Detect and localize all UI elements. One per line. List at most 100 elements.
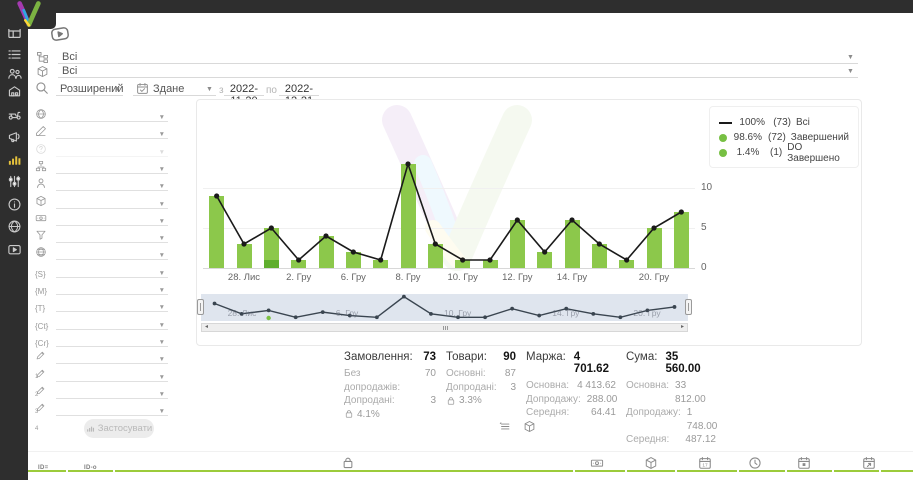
bar-point[interactable] (236, 100, 252, 268)
chevron-down-icon[interactable]: ▼ (158, 356, 165, 364)
chart-plot-area[interactable] (203, 100, 695, 269)
bottom-tool-orders-bag[interactable] (341, 456, 355, 470)
chart-navigator[interactable]: 28. Лис 6. Гру 10. Гру 14. Гру 20. Гру (197, 294, 692, 321)
custom-3-select-underline[interactable] (56, 397, 168, 399)
chevron-down-icon[interactable]: ▼ (158, 390, 165, 398)
bar-point[interactable] (291, 100, 307, 268)
product-select-underline[interactable] (58, 77, 858, 78)
line-point[interactable] (350, 249, 356, 255)
var-s-select-underline[interactable] (56, 276, 168, 278)
line-point[interactable] (596, 241, 602, 247)
chevron-down-icon[interactable]: ▼ (158, 373, 165, 381)
chevron-down-icon[interactable]: ▼ (158, 183, 165, 191)
legend-item[interactable]: 1.4% (1) DO Завершено (719, 142, 849, 164)
scrollbar-grip[interactable] (444, 325, 446, 330)
type-select-underline[interactable] (56, 138, 168, 140)
custom-1-select-underline[interactable] (56, 363, 168, 365)
unknown-select-underline[interactable] (56, 155, 168, 157)
chevron-down-icon[interactable]: ▼ (158, 235, 165, 243)
products-toggle-icon[interactable] (523, 420, 536, 433)
app-logo-icon[interactable] (13, 1, 45, 29)
bar-point[interactable] (564, 100, 580, 268)
navigator-right-handle[interactable] (685, 299, 692, 315)
sidebar-item-customers[interactable] (0, 65, 28, 81)
sidebar-item-video-tutorials[interactable] (0, 241, 28, 257)
bar-point[interactable] (537, 100, 553, 268)
bottom-tool-calendar-export[interactable] (862, 456, 876, 470)
apply-button[interactable]: Застосувати (84, 419, 154, 438)
chevron-down-icon[interactable]: ▼ (158, 408, 165, 416)
bar-point[interactable] (591, 100, 607, 268)
var-m-select-underline[interactable] (56, 294, 168, 295)
chevron-down-icon[interactable]: ▼ (158, 131, 165, 139)
bottom-tool-calendar-day[interactable] (797, 456, 811, 470)
line-point[interactable] (624, 257, 630, 263)
line-point[interactable] (487, 257, 493, 263)
chevron-down-icon[interactable]: ▼ (158, 321, 165, 329)
sidebar-item-store[interactable] (0, 83, 28, 99)
line-point[interactable] (241, 241, 247, 247)
bottom-tool-time[interactable] (748, 456, 762, 470)
product-select-underline[interactable] (56, 207, 168, 209)
chevron-down-icon[interactable]: ▼ (158, 165, 165, 173)
chevron-down-icon[interactable]: ▼ (158, 287, 165, 294)
category-select-underline[interactable] (58, 63, 858, 64)
chevron-down-icon[interactable]: ▼ (847, 54, 854, 61)
chevron-down-icon[interactable]: ▼ (158, 304, 165, 312)
structure-select-underline[interactable] (56, 172, 168, 174)
manager-select-underline[interactable] (56, 190, 168, 192)
var-t-select-underline[interactable] (56, 311, 168, 313)
chart-scrollbar[interactable]: ◂ ▸ (201, 323, 688, 332)
chevron-down-icon[interactable]: ▼ (158, 338, 165, 346)
line-point[interactable] (651, 225, 657, 231)
custom-4-select-underline[interactable] (56, 415, 168, 417)
line-point[interactable] (323, 233, 329, 239)
orders-list-toggle-icon[interactable] (498, 420, 511, 433)
bar-point[interactable] (509, 100, 525, 268)
sidebar-item-info[interactable] (0, 196, 28, 212)
bar-point[interactable] (400, 100, 416, 268)
bar-point[interactable] (646, 100, 662, 268)
line-point[interactable] (432, 241, 438, 247)
line-point[interactable] (569, 217, 575, 223)
line-point[interactable] (268, 225, 274, 231)
site-select-underline[interactable] (56, 259, 168, 261)
bottom-tool-money[interactable] (590, 456, 604, 470)
chevron-down-icon[interactable]: ▼ (847, 68, 854, 75)
line-point[interactable] (460, 257, 466, 263)
bar-point[interactable] (619, 100, 635, 268)
chevron-down-icon[interactable]: ▼ (158, 200, 165, 208)
scroll-left-arrow[interactable]: ◂ (204, 324, 208, 330)
product-select-value[interactable]: Всі (62, 65, 78, 77)
chevron-down-icon[interactable]: ▼ (158, 217, 165, 225)
chevron-down-icon[interactable]: ▼ (158, 148, 165, 156)
legend-item[interactable]: 98.6% (72) Завершений (719, 130, 849, 145)
chevron-down-icon[interactable]: ▼ (206, 86, 213, 93)
sidebar-item-marketing[interactable] (0, 128, 28, 144)
navigator-left-handle[interactable] (197, 299, 204, 315)
line-point[interactable] (542, 249, 548, 255)
line-point[interactable] (405, 161, 411, 167)
chevron-down-icon[interactable]: ▼ (158, 252, 165, 260)
date-type-select[interactable]: Здане (153, 83, 185, 95)
bar-point[interactable] (209, 100, 225, 268)
sidebar-item-delivery[interactable] (0, 105, 28, 121)
search-mode-underline[interactable] (56, 95, 123, 96)
bottom-tool-calendar-date[interactable] (698, 456, 712, 470)
chevron-down-icon[interactable]: ▼ (158, 269, 165, 277)
bar-point[interactable] (318, 100, 334, 268)
line-point[interactable] (678, 209, 684, 215)
line-point[interactable] (514, 217, 520, 223)
custom-2-select-underline[interactable] (56, 380, 168, 382)
scroll-right-arrow[interactable]: ▸ (680, 324, 684, 330)
bottom-tool-products[interactable] (644, 456, 658, 470)
sidebar-item-integrations[interactable] (0, 218, 28, 234)
chevron-down-icon[interactable]: ▼ (158, 114, 165, 121)
sidebar-item-statistics[interactable] (0, 151, 28, 167)
bar-point[interactable] (427, 100, 443, 268)
bar-point[interactable] (673, 100, 689, 268)
date-type-underline[interactable] (133, 95, 216, 96)
line-point[interactable] (296, 257, 302, 263)
bar-point[interactable] (482, 100, 498, 268)
sidebar-item-settings[interactable] (0, 173, 28, 189)
